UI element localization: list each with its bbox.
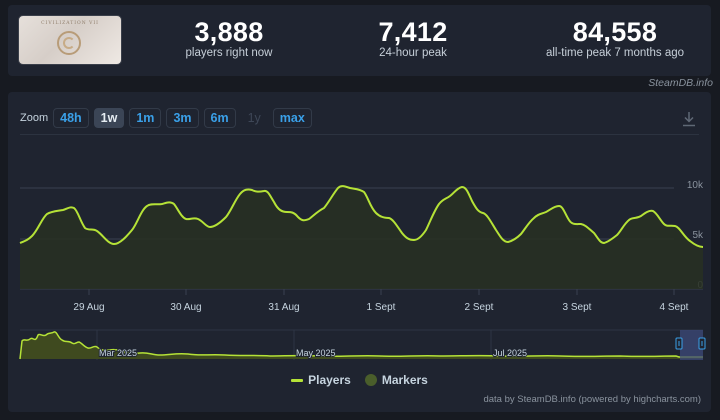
header-divider	[20, 134, 699, 135]
credits[interactable]: data by SteamDB.info (powered by highcha…	[483, 394, 701, 405]
y-tick-10k: 10k	[687, 180, 704, 191]
x-tick-1sept: 1 Sept	[367, 302, 396, 313]
markers-dot-icon	[364, 374, 377, 386]
players-area	[20, 186, 703, 289]
x-tick-31aug: 31 Aug	[268, 302, 299, 313]
x-tick-3sept: 3 Sept	[563, 302, 592, 313]
stat-alltime-peak: 84,558 all-time peak 7 months ago	[540, 18, 690, 60]
navigator-label-may: May 2025	[296, 348, 336, 358]
navigator-label-jul: Jul 2025	[493, 348, 527, 358]
legend-players-label: Players	[308, 373, 351, 387]
stat-24h-peak: 7,412 24-hour peak	[363, 18, 463, 60]
game-thumbnail[interactable]: CIVILIZATION VII	[18, 15, 122, 65]
chart-panel: Zoom 48h 1w 1m 3m 6m 1y max 10k 5k 0	[8, 92, 711, 412]
navigator-label-mar: Mar 2025	[99, 348, 137, 358]
x-tick-2sept: 2 Sept	[465, 302, 494, 313]
players-now-label: players right now	[185, 47, 273, 59]
zoom-bar: Zoom 48h 1w 1m 3m 6m 1y max	[20, 107, 317, 129]
civilization-emblem-icon	[57, 31, 81, 55]
legend-markers[interactable]: Markers	[364, 373, 428, 387]
zoom-1w-button[interactable]: 1w	[93, 108, 125, 128]
legend-markers-label: Markers	[381, 373, 428, 387]
x-tick-30aug: 30 Aug	[170, 302, 201, 313]
players-line[interactable]	[19, 185, 704, 248]
game-thumbnail-title: CIVILIZATION VII	[41, 21, 99, 26]
zoom-label: Zoom	[20, 112, 49, 124]
peak-24h-value: 7,412	[378, 17, 448, 47]
player-chart[interactable]: 10k 5k 0 29 Aug 30 Aug 31 Aug 1 Sept 2 S…	[8, 92, 711, 372]
peak-24h-label: 24-hour peak	[379, 47, 447, 59]
zoom-48h-button[interactable]: 48h	[53, 108, 89, 128]
zoom-max-button[interactable]: max	[272, 108, 312, 128]
legend-players[interactable]: Players	[291, 373, 351, 387]
alltime-peak-value: 84,558	[572, 17, 658, 47]
x-tick-4sept: 4 Sept	[660, 302, 689, 313]
navigator-area	[20, 331, 703, 359]
zoom-1y-button: 1y	[247, 111, 261, 125]
alltime-peak-label: all-time peak 7 months ago	[545, 47, 685, 59]
players-now-value: 3,888	[194, 17, 264, 47]
legend: Players Markers	[8, 373, 711, 387]
zoom-3m-button[interactable]: 3m	[166, 108, 199, 128]
stat-players-now: 3,888 players right now	[168, 18, 290, 60]
navigator-line	[19, 331, 703, 360]
zoom-1m-button[interactable]: 1m	[129, 108, 162, 128]
zoom-6m-button[interactable]: 6m	[203, 108, 236, 128]
steamdb-brand[interactable]: SteamDB.info	[648, 77, 713, 89]
navigator-selection[interactable]	[680, 330, 703, 360]
players-line-icon	[291, 378, 304, 382]
y-tick-5k: 5k	[692, 230, 704, 241]
download-icon[interactable]	[681, 110, 697, 128]
navigator[interactable]: Mar 2025 May 2025 Jul 2025	[19, 329, 706, 360]
stats-bar: CIVILIZATION VII 3,888 players right now…	[8, 5, 711, 76]
x-tick-29aug: 29 Aug	[73, 302, 104, 313]
